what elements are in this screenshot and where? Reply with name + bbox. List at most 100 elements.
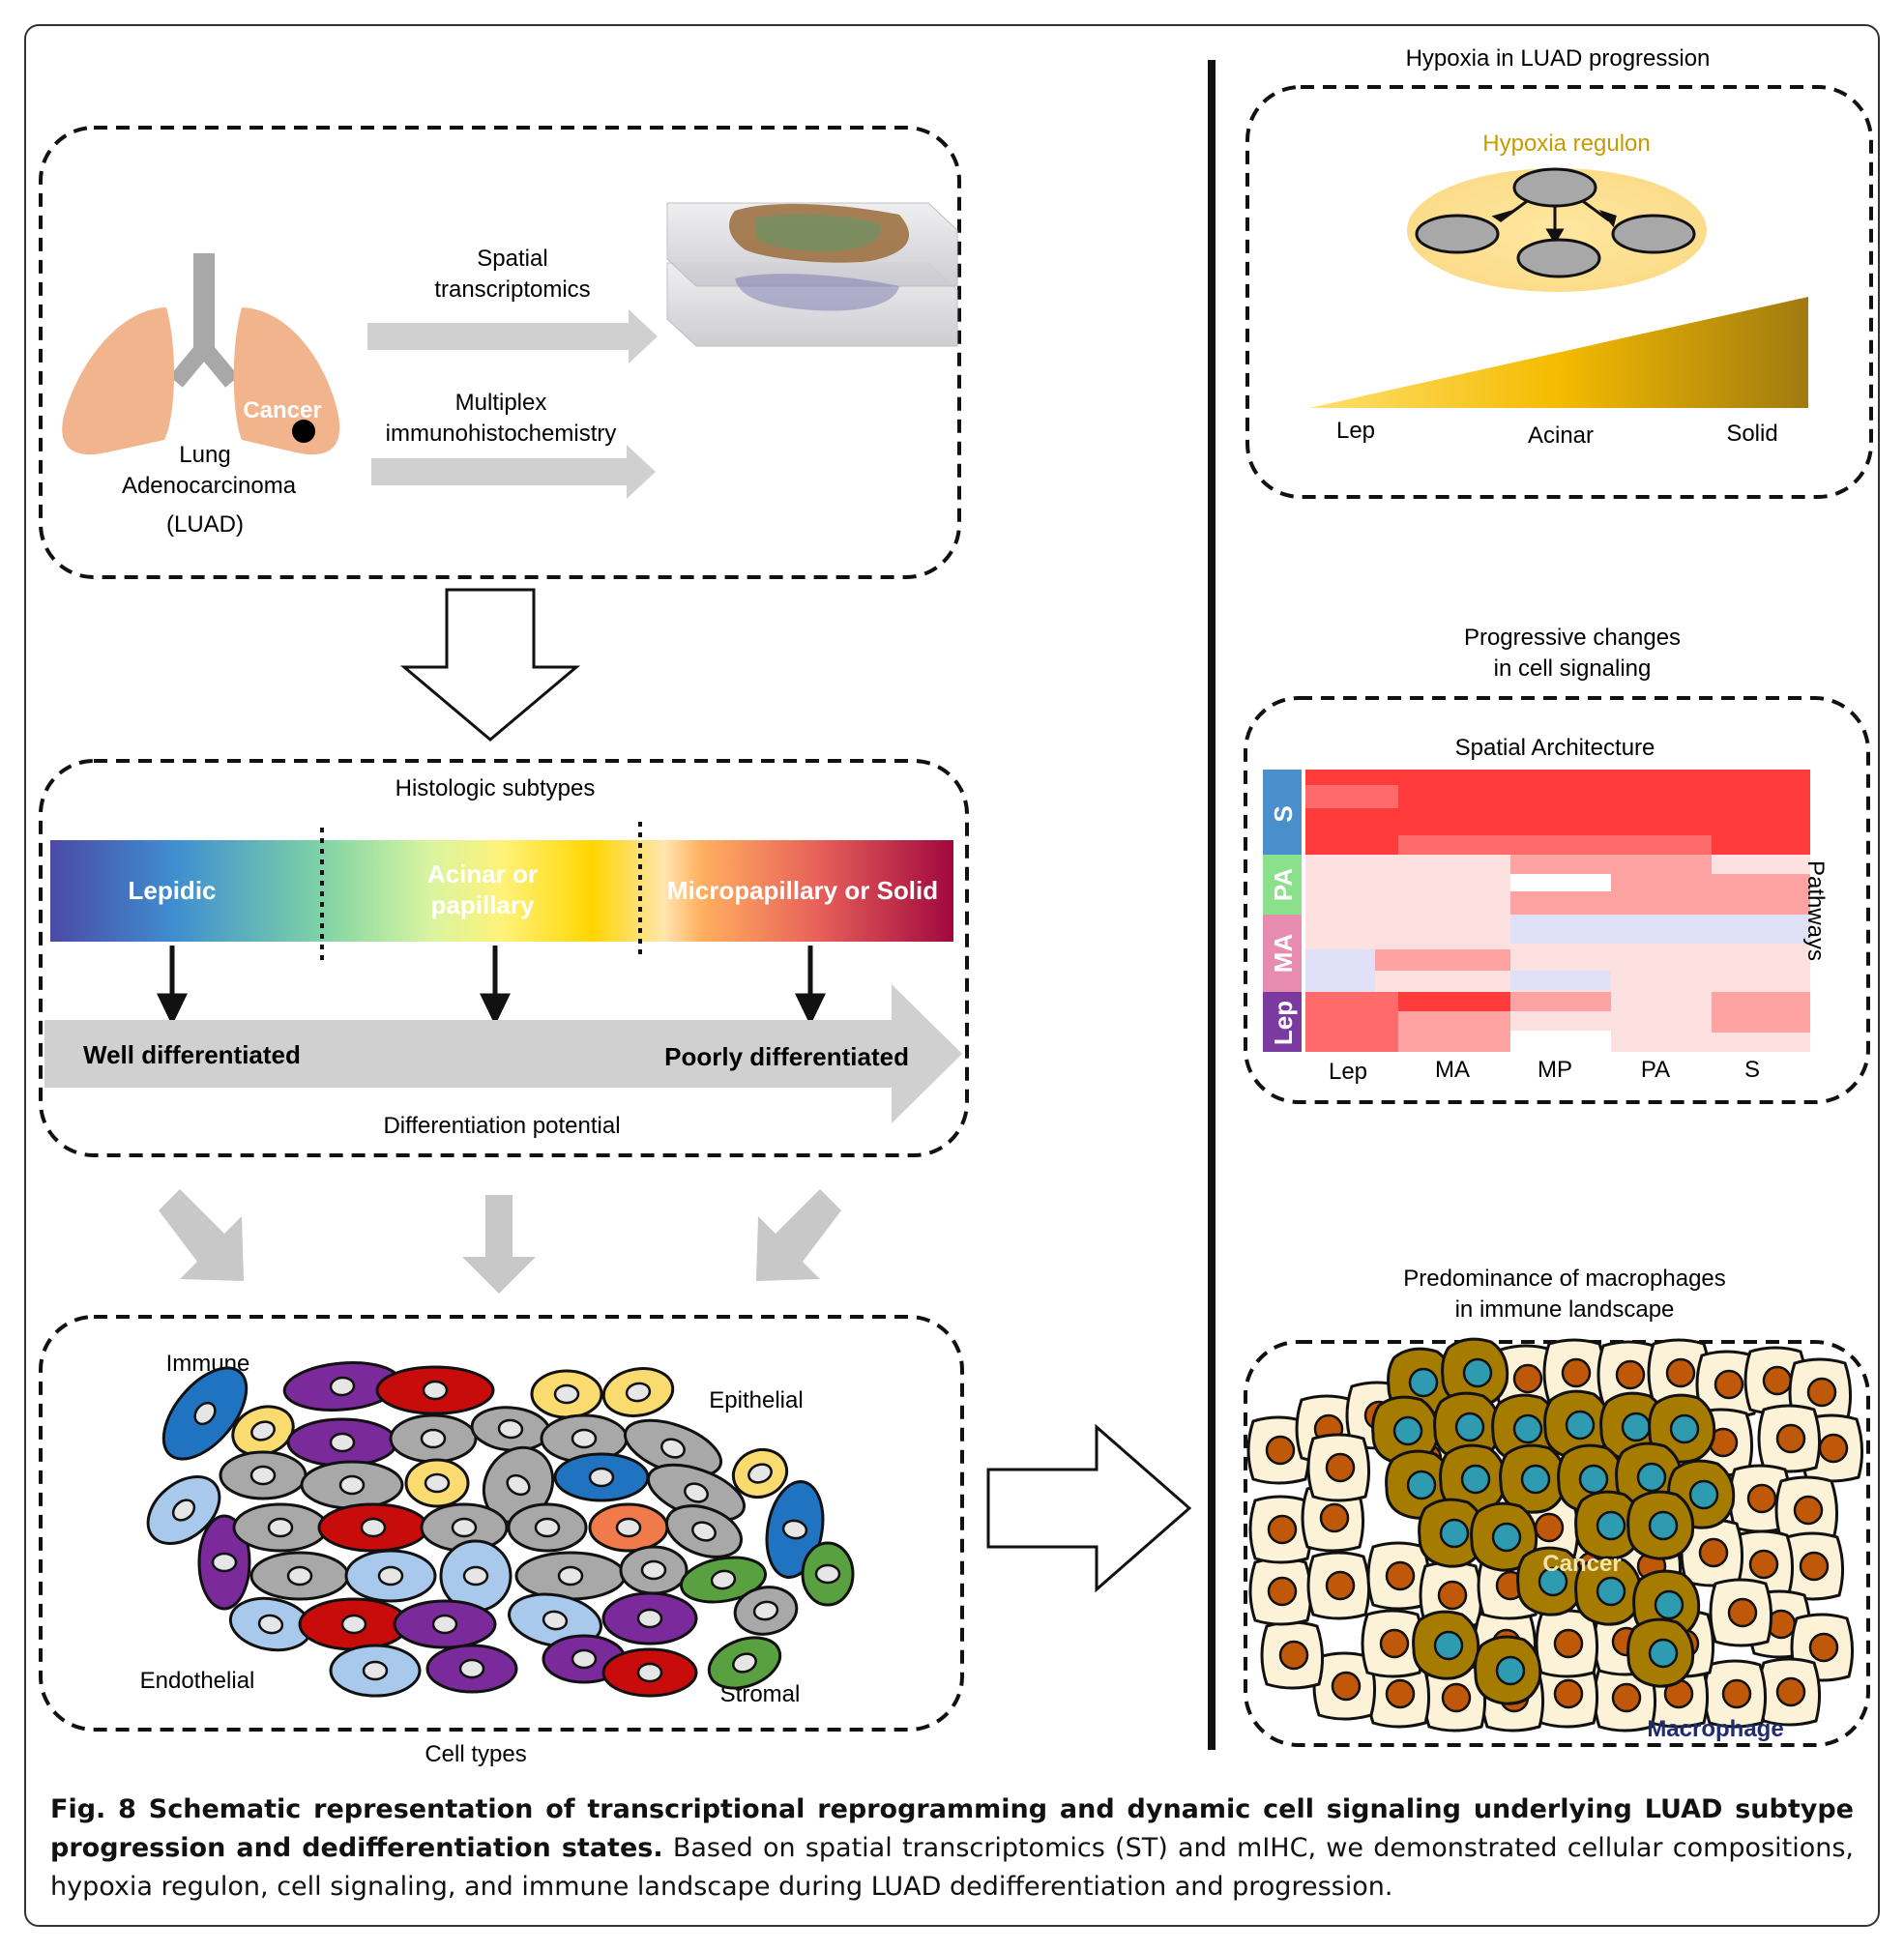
workflow-panel: Cancer Lung Adenocarcinoma (LUAD) Spatia… (39, 126, 961, 579)
caption-text: Based on spatial transcriptomics (ST) an… (50, 1833, 1855, 1902)
label-epithelial: Epithelial (709, 1387, 803, 1413)
cell (553, 1452, 650, 1502)
cell-nucleus (615, 1517, 642, 1538)
heatmap-col-ma: MA (1435, 1057, 1470, 1083)
tumor-dot (292, 420, 315, 443)
rowgroup-label-ma: MA (1269, 934, 1298, 974)
cell-nucleus (338, 1474, 366, 1496)
cell (601, 1647, 698, 1698)
cell (300, 1460, 404, 1510)
cancer-cell (1260, 1620, 1324, 1690)
heatmap-y-axis: Pathways (1802, 860, 1829, 961)
heatmap-cell (1712, 1033, 1810, 1052)
macrophage-nucleus (1565, 1410, 1596, 1441)
cancer-nucleus (1379, 1628, 1410, 1659)
cell (530, 1369, 603, 1419)
cell-nucleus (340, 1614, 367, 1635)
hypoxia-wedge (1309, 297, 1808, 408)
macrophage-nucleus (1512, 1413, 1543, 1444)
arrow2-label-2: immunohistochemistry (386, 421, 617, 447)
cancer-cell (1542, 1338, 1606, 1408)
cancer-cell (1757, 1404, 1821, 1473)
heatmap-cell (1712, 855, 1810, 874)
macrophage-cell (1470, 1501, 1538, 1572)
cancer-nucleus (1331, 1671, 1362, 1702)
macrophage-nucleus (1495, 1655, 1526, 1686)
cancer-cell (1366, 1659, 1430, 1729)
cell-nucleus (691, 1521, 717, 1542)
rowgroup-label-s: S (1269, 805, 1298, 822)
hypoxia-title: Hypoxia in LUAD progression (1406, 45, 1711, 72)
hypoxia-tick-lep: Lep (1336, 418, 1375, 444)
cell-nucleus (557, 1565, 584, 1587)
heatmap-col-pa: PA (1641, 1057, 1670, 1083)
macrophage-cell (1574, 1556, 1643, 1626)
macrophage-cell (1412, 1610, 1480, 1680)
regulon-network (1491, 197, 1617, 245)
cancer-nucleus (1441, 1682, 1472, 1713)
cell (389, 1413, 478, 1464)
macrophage-nucleus (1654, 1589, 1684, 1620)
cancer-label: Cancer (243, 397, 321, 423)
heatmap-cell (1510, 992, 1611, 1011)
heatmap-cell (1375, 971, 1510, 992)
macrophage-cell (1499, 1443, 1567, 1514)
cell-nucleus (377, 1565, 404, 1587)
macrophage-nucleus (1648, 1510, 1679, 1541)
rowgroup-label-pa: PA (1269, 868, 1298, 901)
differentiation-arrow (44, 984, 962, 1123)
cell-nucleus (249, 1465, 277, 1486)
heatmap-cell (1712, 770, 1810, 855)
cancer-cell (1306, 1551, 1370, 1620)
cell-nucleus (458, 1658, 485, 1679)
macrophage-nucleus (1648, 1638, 1679, 1669)
cell-field (1246, 1337, 1863, 1733)
cell-nucleus (542, 1610, 569, 1631)
arrow-mihc (371, 445, 656, 499)
heatmap-cell (1510, 891, 1611, 915)
cell-nucleus (571, 1428, 598, 1449)
cancer-nucleus (1762, 1365, 1793, 1396)
segment-lepidic: Lepidic (128, 876, 216, 905)
rowgroup-lep (1263, 992, 1302, 1052)
cancer-nucleus (1512, 1363, 1543, 1394)
lung-illustration (62, 253, 340, 455)
heatmap-cell (1611, 944, 1810, 992)
lung-label-1: Lung (179, 442, 230, 468)
cancer-nucleus (1325, 1570, 1356, 1601)
heatmap-cell (1398, 835, 1510, 855)
cell-nucleus (267, 1517, 294, 1538)
cell-nucleus (329, 1432, 356, 1453)
signaling-title-2: in cell signaling (1494, 655, 1652, 682)
cancer-cell (1709, 1578, 1772, 1647)
segment-solid: Micropapillary or Solid (667, 876, 938, 905)
macrophage-cell (1626, 1617, 1695, 1688)
heatmap-col-s: S (1744, 1057, 1760, 1083)
cell-nucleus (640, 1559, 667, 1581)
heatmap-cell (1712, 992, 1810, 1033)
macrophage-nucleus (1596, 1510, 1626, 1541)
heatmap-cell (1510, 835, 1611, 855)
cell (707, 1636, 782, 1690)
cell-nucleus (553, 1383, 580, 1405)
cell (375, 1365, 495, 1415)
cancer-nucleus (1611, 1682, 1642, 1713)
macrophage-nucleus (1596, 1576, 1626, 1607)
macrophage-nucleus (1669, 1413, 1700, 1444)
macrophage-nucleus (1491, 1522, 1522, 1553)
cell-nucleus (360, 1517, 387, 1538)
vertical-divider (1208, 60, 1216, 1750)
cancer-nucleus (1799, 1551, 1830, 1582)
heatmap-cell (1510, 1011, 1611, 1031)
rowgroup-ma (1263, 915, 1302, 992)
cancer-nucleus (1721, 1678, 1752, 1709)
cell (680, 1556, 767, 1604)
cell-nucleus (193, 1401, 217, 1426)
cell (733, 1586, 799, 1636)
macrophage-cell (1418, 1498, 1486, 1568)
cell (249, 1551, 350, 1601)
regulon-nodes (1415, 167, 1696, 278)
subtype-gradient-bar (50, 840, 953, 942)
cell-nucleus (506, 1473, 531, 1497)
cancer-cell (1774, 1475, 1838, 1545)
